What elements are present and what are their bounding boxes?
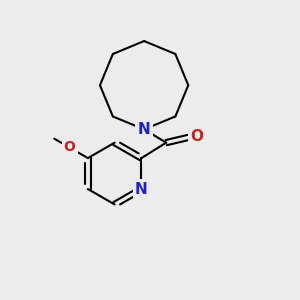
Text: N: N [138, 122, 151, 137]
Text: N: N [135, 182, 148, 196]
Text: O: O [190, 129, 203, 144]
Text: O: O [64, 140, 76, 154]
